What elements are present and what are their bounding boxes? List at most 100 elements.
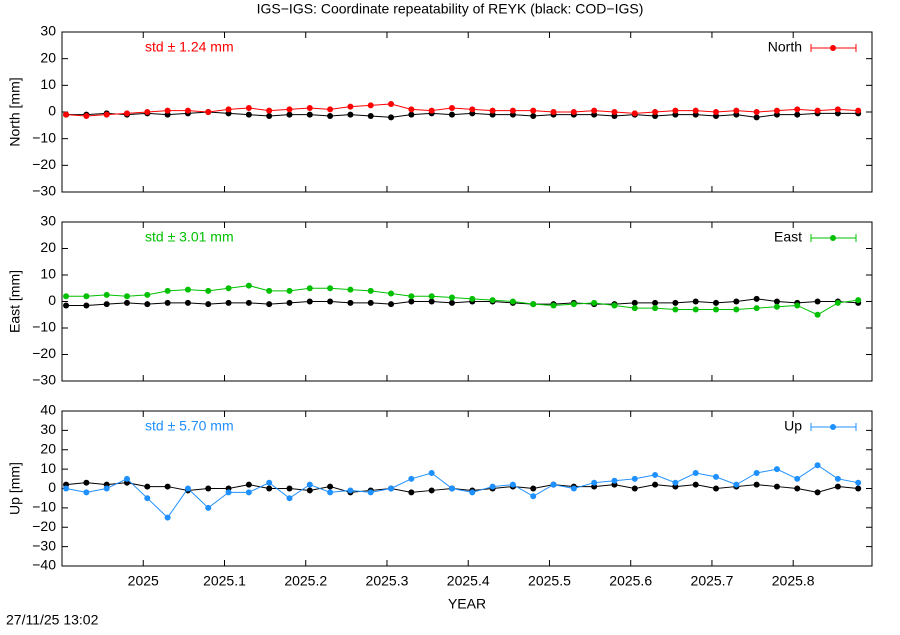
data-point [530,493,537,500]
data-point [205,504,212,511]
data-point [245,111,252,118]
data-point [205,109,212,115]
data-point [123,299,130,306]
data-point [753,109,760,115]
data-point [388,290,395,297]
data-point [367,299,374,306]
data-point [327,113,334,119]
data-point [266,287,273,294]
data-point [469,489,476,496]
data-point [164,299,171,306]
data-point [63,302,70,309]
data-point [103,291,110,298]
data-point [367,102,374,109]
data-point [388,301,395,308]
data-point [672,306,679,313]
data-point [144,301,151,308]
data-point [184,485,191,492]
data-point [814,298,821,305]
y-axis-label: East [mm] [7,270,23,333]
data-point [753,295,760,302]
data-point [794,475,801,482]
legend-label: North [768,39,802,55]
data-point [692,107,699,114]
data-point [83,113,90,119]
data-point [489,107,496,114]
data-point [225,299,232,306]
data-point [753,114,760,121]
data-point [570,109,577,115]
data-point [631,110,638,117]
data-point [164,514,171,521]
data-point [652,471,659,478]
y-tick-label: 20 [40,49,56,65]
data-point [753,305,760,312]
data-point [347,111,354,118]
data-point [327,298,334,305]
data-point [713,306,720,313]
y-tick-label: −30 [32,183,56,199]
data-point [83,479,90,486]
data-point [672,479,679,486]
data-point [286,111,293,118]
data-point [428,487,435,494]
data-point [611,302,618,309]
data-point [205,485,212,492]
data-point [469,295,476,302]
data-point [225,106,232,113]
data-point [388,485,395,492]
data-point [225,489,232,496]
data-point [306,481,313,488]
data-point [713,109,720,115]
data-point [144,495,151,502]
data-point [834,106,841,113]
data-point [794,111,801,118]
data-point [428,470,435,476]
series-line [66,103,859,117]
data-point [550,302,557,309]
annotation: std ± 5.70 mm [145,418,234,434]
legend-marker [830,235,836,241]
data-point [327,489,334,496]
legend-label: East [774,229,802,245]
data-point [509,298,516,305]
y-tick-label: −30 [32,537,56,553]
data-point [692,306,699,313]
data-point [469,106,476,113]
legend-label: Up [784,418,802,434]
data-point [388,114,395,121]
x-tick-label: 2025.8 [772,573,815,589]
data-point [753,470,760,476]
data-point [814,311,821,318]
data-point [733,306,740,313]
data-point [652,305,659,312]
data-point [713,299,720,306]
data-point [550,481,557,488]
y-tick-label: 0 [48,103,56,119]
data-point [611,109,618,115]
data-point [448,299,455,306]
data-point [225,285,232,292]
x-tick-label: 2025.4 [447,573,490,589]
data-point [672,299,679,306]
data-point [530,113,537,119]
data-point [692,481,699,488]
data-point [855,297,862,304]
y-tick-label: 10 [40,460,56,476]
data-point [245,105,252,111]
data-point [448,111,455,118]
data-point [367,489,374,496]
data-point [63,111,70,118]
series-line [66,482,859,493]
data-point [773,483,780,490]
data-point [550,109,557,115]
y-tick-label: −40 [32,557,56,573]
data-point [631,305,638,312]
y-tick-label: 20 [40,440,56,456]
data-point [245,489,252,496]
data-point [652,109,659,115]
data-point [327,285,334,292]
data-point [773,303,780,310]
data-point [509,107,516,114]
data-point [631,299,638,306]
